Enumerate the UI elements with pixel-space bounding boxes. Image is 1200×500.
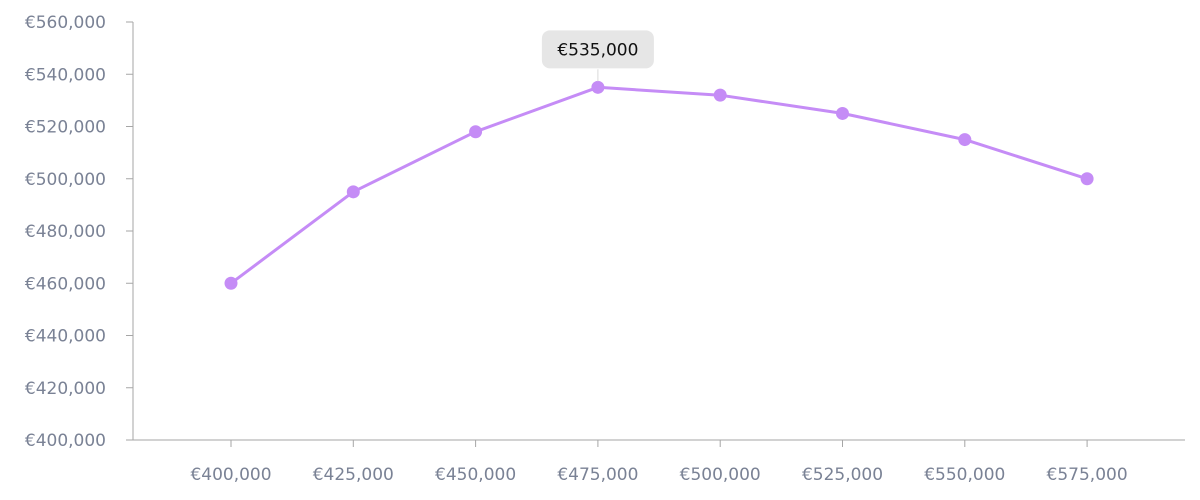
y-tick-label: €500,000 bbox=[25, 170, 106, 190]
series-line bbox=[229, 85, 1089, 285]
y-tick-label: €480,000 bbox=[25, 222, 106, 242]
y-axis: €400,000 €420,000 €440,000 €460,000 €480,000… bbox=[25, 13, 134, 451]
series-line-group bbox=[229, 85, 1089, 285]
x-tick-label: €425,000 bbox=[313, 465, 394, 485]
x-axis: €400,000 €425,000 €450,000 €475,000 €500,000… bbox=[133, 439, 1185, 485]
x-tick-label: €475,000 bbox=[557, 465, 638, 485]
x-tick-label: €450,000 bbox=[435, 465, 516, 485]
data-point[interactable] bbox=[713, 88, 727, 102]
y-tick-label: €460,000 bbox=[25, 274, 106, 294]
x-tick-label: €525,000 bbox=[802, 465, 883, 485]
y-tick-label: €520,000 bbox=[25, 118, 106, 138]
data-points bbox=[224, 80, 1094, 290]
x-tick-label: €400,000 bbox=[190, 465, 271, 485]
y-tick-label: €440,000 bbox=[25, 327, 106, 347]
data-point[interactable] bbox=[346, 185, 360, 199]
tooltip-label: €535,000 bbox=[557, 40, 638, 60]
y-tick-label: €420,000 bbox=[25, 379, 106, 399]
y-tick-label: €400,000 bbox=[25, 431, 106, 451]
y-tick-label: €540,000 bbox=[25, 65, 106, 85]
data-point[interactable] bbox=[224, 276, 238, 290]
data-point[interactable] bbox=[958, 133, 972, 147]
data-point[interactable] bbox=[591, 80, 605, 94]
data-point[interactable] bbox=[1080, 172, 1094, 186]
x-tick-label: €500,000 bbox=[680, 465, 761, 485]
y-tick-label: €560,000 bbox=[25, 13, 106, 33]
data-point[interactable] bbox=[836, 106, 849, 120]
tooltip-box bbox=[541, 30, 654, 69]
x-tick-label: €575,000 bbox=[1047, 465, 1128, 485]
data-point[interactable] bbox=[469, 125, 483, 139]
x-tick-label: €550,000 bbox=[924, 465, 1005, 485]
tooltip: €535,000 bbox=[541, 30, 654, 82]
